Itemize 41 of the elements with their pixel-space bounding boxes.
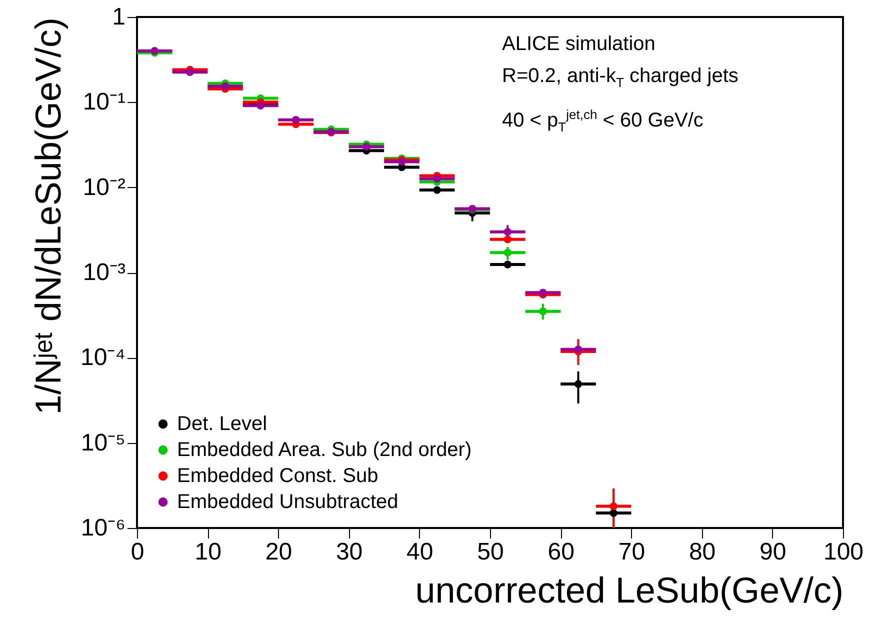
point [504,235,512,244]
x-axis-title: uncorrected LeSub(GeV/c) [415,570,844,610]
annotation: ALICE simulation [502,32,656,57]
y-tick-label: 1 [112,4,126,30]
x-tick-label: 40 [406,538,434,566]
y-tick-label: 10⁻⁴ [80,344,126,372]
legend-label: Det. Level [177,413,268,435]
y-tick-label: 10⁻³ [82,259,126,286]
point [504,228,512,236]
x-tick-label: 0 [130,538,144,566]
point [610,509,618,517]
point [186,68,194,76]
y-tick-label: 10⁻¹ [82,88,126,116]
x-tick-label: 60 [548,538,574,566]
point [292,116,300,124]
legend-label: Embedded Unsubtracted [177,491,398,513]
point [574,380,582,388]
point [362,142,370,151]
legend-label: Embedded Area. Sub (2nd order) [177,439,472,461]
point [221,82,230,90]
point [504,248,512,257]
point [504,260,512,268]
x-tick-label: 20 [265,538,292,566]
x-tick-label: 50 [477,538,504,566]
y-tick-label: 10⁻⁵ [80,429,126,456]
x-tick-label: 100 [823,538,864,566]
y-axis-title: 1/Nʲᵉᵗ dN/dLeSub(GeV/c) [27,18,68,415]
x-tick-label: 90 [760,538,786,566]
point [433,186,441,194]
x-tick-label: 30 [336,538,363,566]
point [610,502,618,510]
x-tick-label: 70 [618,538,646,566]
legend-label: Embedded Const. Sub [177,465,378,487]
annotation: R=0.2, anti-k$_{T}$ charged jets [502,64,738,92]
annotation: 40 < p$_{T}$$^{jet,ch}$ < 60 GeV/c [502,106,704,137]
point [539,307,547,316]
x-tick-label: 80 [688,538,716,566]
x-tick-label: 10 [194,538,222,566]
point [433,174,441,183]
y-tick-label: 10⁻² [82,174,126,201]
y-tick-label: 10⁻⁶ [80,514,126,542]
